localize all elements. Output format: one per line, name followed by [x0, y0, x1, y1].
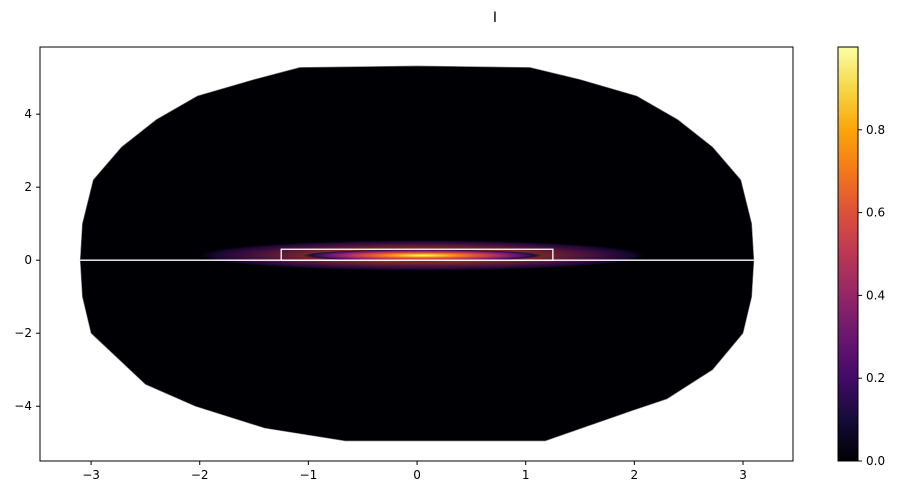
- colorbar: [837, 46, 859, 462]
- y-tick-label: −4: [14, 399, 32, 413]
- y-tick-label: −2: [14, 326, 32, 340]
- chart-title: I: [493, 10, 497, 26]
- x-tick-label: −2: [191, 468, 209, 482]
- x-tick-label: 2: [631, 468, 639, 482]
- y-tick-label: 0: [24, 253, 32, 267]
- y-axis: −4 −2 0 2 4: [14, 107, 40, 413]
- y-tick-label: 4: [24, 107, 32, 121]
- y-tick-label: 2: [24, 180, 32, 194]
- x-tick-label: 1: [522, 468, 530, 482]
- x-axis: −3 −2 −1 0 1 2 3: [82, 461, 747, 482]
- x-tick-label: 0: [413, 468, 421, 482]
- axes-frame: [39, 46, 794, 462]
- colorbar-tick-label: 0.4: [866, 288, 885, 302]
- x-tick-label: 3: [739, 468, 747, 482]
- hotspot-group: [195, 240, 650, 271]
- plot-area: [79, 65, 755, 442]
- x-tick-label: −3: [82, 468, 100, 482]
- source-rectangle: [280, 248, 554, 261]
- colorbar-tick-label: 0.2: [866, 371, 885, 385]
- colorbar-ticks: 0.0 0.2 0.4 0.6 0.8: [858, 123, 885, 468]
- x-tick-label: −1: [300, 468, 318, 482]
- hotspot: [302, 249, 542, 262]
- colorbar-tick-label: 0.8: [866, 123, 885, 137]
- colorbar-tick-label: 0.0: [866, 454, 885, 468]
- colorbar-tick-label: 0.6: [866, 206, 885, 220]
